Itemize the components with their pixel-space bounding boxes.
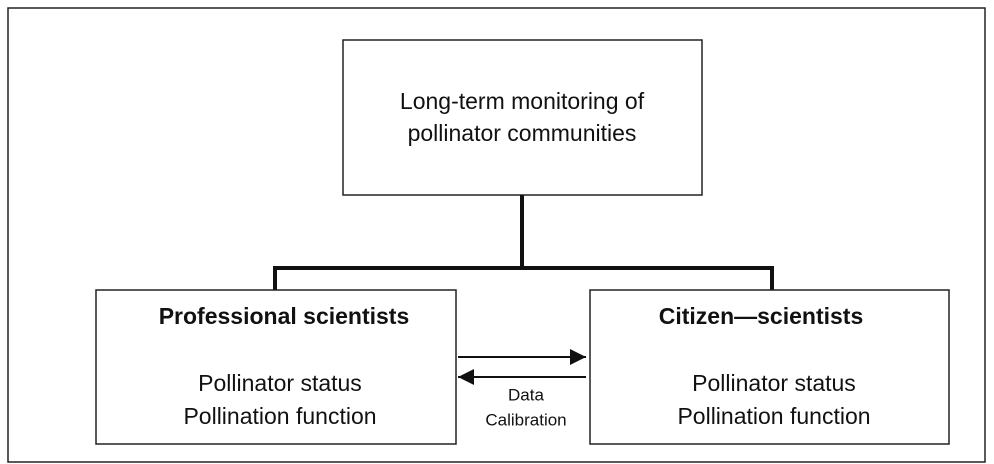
top-node-text: Long-term monitoring of [400, 88, 645, 114]
node-box [95, 289, 457, 445]
frame [7, 7, 986, 463]
arrow-label: Calibration [485, 410, 566, 429]
node-title: Citizen—scientists [659, 303, 864, 329]
node-text: Pollination function [183, 403, 376, 429]
node-box [589, 289, 950, 445]
node-title: Professional scientists [159, 303, 410, 329]
top-node-text: pollinator communities [408, 120, 637, 146]
node-text: Pollinator status [198, 370, 362, 396]
arrow-label: Data [508, 385, 544, 404]
node-text: Pollinator status [692, 370, 856, 396]
node-text: Pollination function [677, 403, 870, 429]
top-box [342, 39, 703, 196]
